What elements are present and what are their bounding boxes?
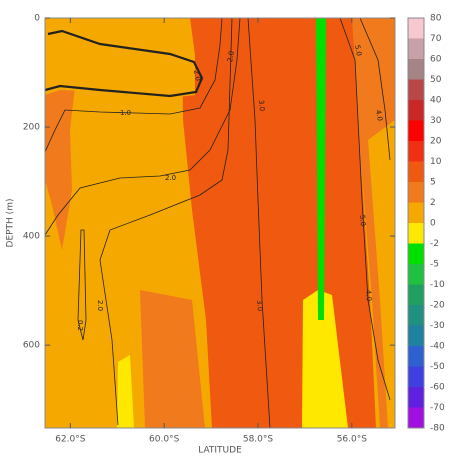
colorbar-cell [408,387,424,408]
colorbar-cell [408,223,424,244]
colorbar-label: 5 [430,178,436,188]
colorbar-cell [408,202,424,223]
colorbar-label: -20 [430,301,445,311]
contour-label: 2.0 [192,69,202,81]
colorbar-label: 0 [430,219,436,229]
contour-label: 5.0 [353,44,363,56]
colorbar-label: -80 [430,424,445,434]
colorbar-cell [408,120,424,141]
contour-line [339,18,391,401]
colorbar-label: -40 [430,342,445,352]
contour-lines [45,18,391,428]
colorbar-cell [408,346,424,367]
colorbar-label: 40 [430,96,442,106]
region [302,290,348,428]
contour-line [45,18,241,236]
contour-label: 3.0 [255,300,264,312]
colorbar-cell [408,243,424,264]
contour-labels: 2.0 2.0 1.0 2.0 3.0 5.0 3.0 4.0 5.0 4.0 … [76,44,384,331]
colorbar-label: -70 [430,403,445,413]
x-tick-label: 58.0°S [243,435,274,445]
x-tick-label: 60.0°S [149,435,180,445]
x-tick-label: 62.0°S [55,435,86,445]
colorbar-label: 30 [430,116,442,126]
colorbar-label: 2 [430,198,436,208]
contour-label: 2.0 [165,174,176,182]
contour-line [99,18,233,426]
region [300,18,395,428]
contour-line [77,229,87,341]
contour-label: 3.0 [257,100,266,112]
contour-label: 0.2 [76,320,84,331]
colorbar-cell [408,59,424,80]
colorbar-label: -50 [430,362,445,372]
region [232,18,300,428]
colorbar-cell [408,38,424,59]
colorbar-frame [407,17,425,429]
colorbar-cell [408,407,424,428]
colorbar-cell [408,79,424,100]
colorbar-cell [408,161,424,182]
x-axis-label: LATITUDE [198,446,242,456]
colorbar-cell [408,141,424,162]
contour-line [247,18,271,428]
y-tick-label: 0 [34,14,40,24]
plot-frame [44,17,396,429]
colorbar-cell [408,325,424,346]
contour-label: 2.0 [96,300,104,311]
colorbar-label: 20 [430,137,442,147]
region [368,120,395,428]
filled-contours [45,18,395,428]
colorbar-cell [408,305,424,326]
colorbar-cell [408,100,424,121]
y-tick-label: 400 [23,232,40,242]
colorbar-cell [408,284,424,305]
colorbar-label: 60 [430,55,442,65]
contour-label: 1.0 [120,109,131,117]
colorbar-cell [408,182,424,203]
contour-label: 2.0 [226,50,236,62]
contour-label: 4.0 [374,109,384,121]
colorbar-label: -2 [430,239,439,249]
colorbar-label: -60 [430,383,445,393]
colorbar-label: -10 [430,280,445,290]
colorbar-cell [408,18,424,39]
y-tick-label: 600 [23,341,40,351]
y-axis-label: DEPTH (m) [6,199,16,248]
y-tick-label: 200 [23,123,40,133]
colorbar-label: 50 [430,75,442,85]
colorbar-label: -5 [430,260,439,270]
colorbar-label: 10 [430,157,442,167]
colorbar-label: 80 [430,14,442,24]
contour-label: 4.0 [364,290,373,302]
x-tick-label: 56.0°S [337,435,368,445]
contour-line [45,18,223,153]
colorbar-label: 70 [430,34,442,44]
colorbar-cell [408,366,424,387]
contour-line [45,29,204,98]
colorbar-cell [408,264,424,285]
region [117,355,134,428]
contour-label: 5.0 [358,215,367,227]
region [140,290,205,428]
contour-line [359,18,391,161]
colorbar-label: -30 [430,321,445,331]
region [316,18,326,320]
